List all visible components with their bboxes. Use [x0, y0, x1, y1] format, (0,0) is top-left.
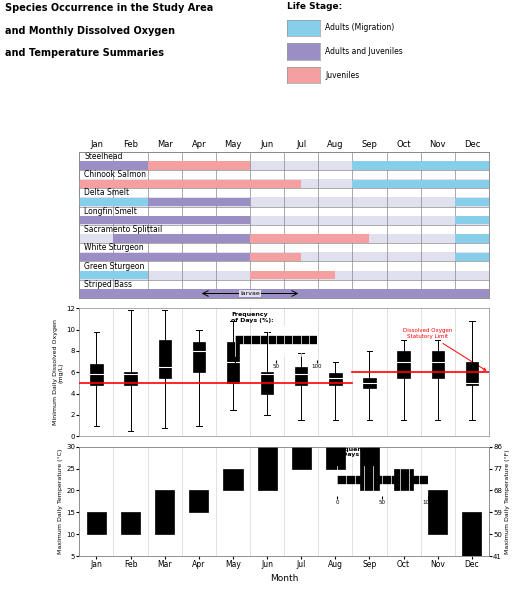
Bar	[352, 180, 455, 188]
Bar	[147, 198, 250, 206]
Text: Striped Bass: Striped Bass	[84, 280, 133, 289]
Bar	[155, 490, 174, 534]
Bar	[79, 216, 489, 225]
Bar	[223, 468, 243, 490]
Bar	[79, 216, 250, 224]
Bar	[455, 216, 489, 224]
Text: Dissolved Oxygen
Statutory Limit: Dissolved Oxygen Statutory Limit	[403, 328, 486, 370]
Bar	[124, 372, 137, 374]
Bar	[79, 198, 147, 206]
Bar	[455, 234, 489, 243]
Bar	[455, 198, 489, 206]
Text: Steelhead: Steelhead	[84, 152, 123, 161]
Bar	[114, 234, 250, 243]
Bar	[428, 490, 447, 534]
Bar	[250, 271, 335, 279]
Bar	[261, 372, 273, 374]
Bar	[329, 378, 342, 385]
Text: and Temperature Summaries: and Temperature Summaries	[5, 48, 164, 58]
Text: Life Stage:: Life Stage:	[287, 2, 342, 11]
Bar	[227, 343, 239, 362]
Bar	[455, 161, 489, 170]
Bar	[360, 447, 379, 490]
Bar	[159, 340, 171, 367]
Bar	[79, 179, 489, 188]
Text: Species Occurrence in the Study Area: Species Occurrence in the Study Area	[5, 3, 214, 13]
Bar	[364, 378, 376, 383]
Bar	[193, 343, 205, 351]
Bar	[394, 468, 413, 490]
Bar	[466, 362, 478, 383]
Bar	[124, 374, 137, 385]
Text: Frequency
of Days (%):: Frequency of Days (%):	[231, 312, 273, 323]
Text: Adults and Juveniles: Adults and Juveniles	[325, 47, 403, 57]
Bar	[79, 161, 489, 170]
Bar	[326, 447, 345, 468]
Text: larvae: larvae	[240, 291, 260, 296]
Y-axis label: Maximum Daily Temperature (°F): Maximum Daily Temperature (°F)	[505, 449, 510, 554]
Bar	[79, 180, 301, 188]
Bar	[79, 271, 489, 280]
Bar	[250, 253, 301, 261]
Bar	[79, 198, 489, 206]
Bar	[397, 362, 410, 378]
Bar	[250, 234, 370, 243]
Bar	[432, 351, 444, 362]
Bar	[258, 447, 276, 490]
Text: Chinook Salmon: Chinook Salmon	[84, 170, 146, 179]
Text: White Sturgeon: White Sturgeon	[84, 243, 144, 252]
Text: and Monthly Dissolved Oxygen: and Monthly Dissolved Oxygen	[5, 26, 175, 36]
Y-axis label: Maximum Daily Temperature (°C): Maximum Daily Temperature (°C)	[58, 449, 63, 554]
Bar	[79, 289, 489, 298]
Bar	[432, 362, 444, 378]
Bar	[79, 234, 489, 243]
Bar	[79, 161, 147, 170]
Bar	[90, 374, 102, 385]
Bar	[462, 512, 481, 556]
Bar	[352, 161, 455, 170]
Text: Delta Smelt: Delta Smelt	[84, 189, 130, 198]
Bar	[79, 271, 147, 279]
Bar	[90, 364, 102, 374]
Bar	[147, 161, 250, 170]
Bar	[87, 512, 106, 534]
Text: Sacramento Splittail: Sacramento Splittail	[84, 225, 163, 234]
Text: Longfin Smelt: Longfin Smelt	[84, 206, 137, 215]
Text: Green Sturgeon: Green Sturgeon	[84, 262, 145, 271]
Text: Juveniles: Juveniles	[325, 71, 359, 80]
Bar	[193, 351, 205, 372]
Bar	[466, 383, 478, 385]
Bar	[79, 253, 250, 261]
Bar	[227, 362, 239, 383]
Bar	[295, 367, 307, 374]
Bar	[121, 512, 140, 534]
Bar	[159, 367, 171, 378]
Text: Adults (Migration): Adults (Migration)	[325, 23, 394, 33]
Bar	[295, 374, 307, 385]
Bar	[455, 253, 489, 261]
Bar	[79, 252, 489, 261]
Bar	[189, 490, 208, 512]
Bar	[397, 351, 410, 362]
Bar	[455, 180, 489, 188]
Text: Frequency
of Days (%):: Frequency of Days (%):	[333, 447, 376, 458]
Bar	[292, 447, 311, 468]
Y-axis label: Minimum Daily Dissolved Oxygen
(mg/L): Minimum Daily Dissolved Oxygen (mg/L)	[53, 320, 63, 425]
Bar	[261, 374, 273, 394]
Bar	[364, 383, 376, 389]
X-axis label: Month: Month	[270, 574, 298, 583]
Bar	[329, 374, 342, 378]
Bar	[79, 289, 489, 298]
